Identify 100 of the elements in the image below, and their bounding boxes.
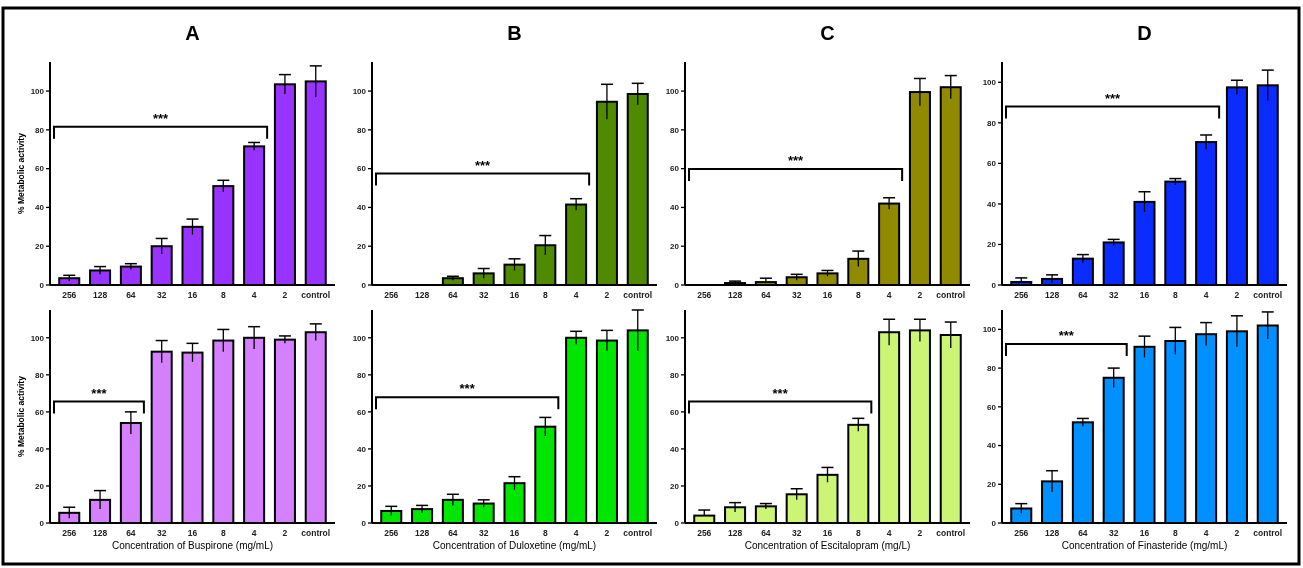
x-tick-label: 4	[573, 290, 579, 300]
x-tick-label: 4	[251, 528, 257, 538]
y-tick-label: 80	[35, 125, 45, 135]
x-axis-title: Concentration of Finasteride (mg/mL)	[1061, 540, 1228, 551]
x-tick-label: 2	[917, 290, 923, 300]
x-tick-label: 4	[251, 290, 257, 300]
y-tick-label: 60	[357, 407, 367, 417]
y-tick-label: 80	[987, 118, 997, 128]
x-tick-label: 32	[156, 528, 167, 538]
x-tick-label: control	[623, 528, 653, 538]
y-tick-label: 40	[987, 199, 997, 209]
x-tick-label: control	[936, 528, 966, 538]
y-tick-label: 60	[35, 164, 45, 174]
y-tick-label: 100	[665, 86, 680, 96]
x-tick-label: 16	[822, 290, 833, 300]
annotation: ***	[91, 385, 108, 401]
x-tick-label: 128	[92, 290, 108, 300]
x-tick-label: 2	[282, 528, 288, 538]
y-tick-label: 80	[987, 363, 997, 373]
x-tick-label: 8	[855, 528, 861, 538]
y-tick-label: 20	[670, 481, 680, 491]
annotation: ***	[459, 381, 476, 397]
y-tick-label: 60	[357, 164, 367, 174]
x-tick-label: 2	[282, 290, 288, 300]
x-tick-label: 2	[1234, 528, 1240, 538]
y-tick-label: 20	[357, 481, 367, 491]
y-tick-label: 0	[991, 518, 997, 528]
y-tick-label: 40	[35, 444, 45, 454]
y-tick-label: 0	[361, 518, 367, 528]
annotation: ***	[1104, 90, 1122, 106]
y-tick-label: 60	[670, 407, 680, 417]
chart-title: D	[1137, 22, 1152, 44]
y-tick-label: 40	[670, 444, 680, 454]
x-tick-label: 64	[761, 290, 771, 300]
x-tick-label: 256	[384, 290, 399, 300]
x-tick-label: control	[623, 290, 653, 300]
x-tick-label: 4	[886, 290, 892, 300]
y-tick-label: 20	[987, 480, 997, 490]
x-tick-label: control	[301, 290, 331, 300]
y-tick-label: 100	[352, 86, 367, 96]
y-tick-label: 60	[987, 402, 997, 412]
x-tick-label: 4	[886, 528, 892, 538]
chart-title: A	[185, 22, 200, 44]
x-tick-label: 32	[478, 290, 489, 300]
x-tick-label: 64	[1078, 290, 1088, 300]
y-tick-label: 60	[670, 164, 680, 174]
y-tick-label: 20	[35, 481, 45, 491]
x-tick-label: 8	[855, 290, 861, 300]
y-tick-label: 0	[674, 518, 680, 528]
x-tick-label: 256	[62, 528, 77, 538]
x-tick-label: control	[301, 528, 331, 538]
x-tick-label: 32	[478, 528, 489, 538]
y-tick-label: 60	[987, 159, 997, 169]
y-tick-label: 20	[357, 242, 367, 252]
x-tick-label: 16	[509, 290, 520, 300]
x-tick-label: 64	[448, 528, 458, 538]
y-tick-label: 0	[39, 518, 45, 528]
y-tick-label: 100	[665, 333, 680, 343]
x-tick-label: 128	[414, 528, 430, 538]
annotation: ***	[474, 157, 492, 173]
annotation: ***	[152, 110, 170, 126]
y-tick-label: 40	[670, 203, 680, 213]
y-tick-label: 0	[361, 280, 367, 290]
annotation: ***	[787, 153, 805, 169]
y-axis-title: % Metabolic activity	[16, 132, 26, 214]
y-tick-label: 80	[670, 370, 680, 380]
y-tick-label: 0	[39, 280, 45, 290]
y-tick-label: 0	[674, 280, 680, 290]
x-tick-label: 32	[1108, 290, 1119, 300]
x-tick-label: 256	[1014, 290, 1029, 300]
annotation: ***	[1058, 328, 1075, 344]
x-tick-label: 256	[697, 528, 712, 538]
y-tick-label: 80	[357, 370, 367, 380]
y-tick-label: 40	[35, 203, 45, 213]
y-tick-label: 100	[30, 333, 45, 343]
chart-title: B	[507, 22, 522, 44]
x-tick-label: 16	[509, 528, 520, 538]
x-axis-title: Concentration of Buspirone (mg/mL)	[111, 540, 274, 551]
x-tick-label: 8	[542, 528, 548, 538]
y-tick-label: 100	[352, 333, 367, 343]
annotation: ***	[772, 385, 789, 401]
x-tick-label: 8	[1172, 290, 1178, 300]
x-tick-label: 64	[761, 528, 771, 538]
y-axis-title: % Metabolic activity	[16, 375, 26, 457]
x-tick-label: 16	[187, 290, 198, 300]
chart-title: C	[820, 22, 835, 44]
x-tick-label: 128	[1044, 290, 1060, 300]
x-tick-label: 4	[1203, 290, 1209, 300]
y-tick-label: 40	[357, 203, 367, 213]
y-tick-label: 40	[987, 441, 997, 451]
x-tick-label: 16	[187, 528, 198, 538]
x-tick-label: 64	[1078, 528, 1088, 538]
x-tick-label: 128	[414, 290, 430, 300]
x-tick-label: 16	[1139, 290, 1150, 300]
x-tick-label: 16	[1139, 528, 1150, 538]
x-tick-label: 256	[1014, 528, 1029, 538]
x-tick-label: 256	[697, 290, 712, 300]
x-tick-label: 8	[1172, 528, 1178, 538]
x-tick-label: 64	[126, 290, 136, 300]
x-tick-label: 256	[384, 528, 399, 538]
